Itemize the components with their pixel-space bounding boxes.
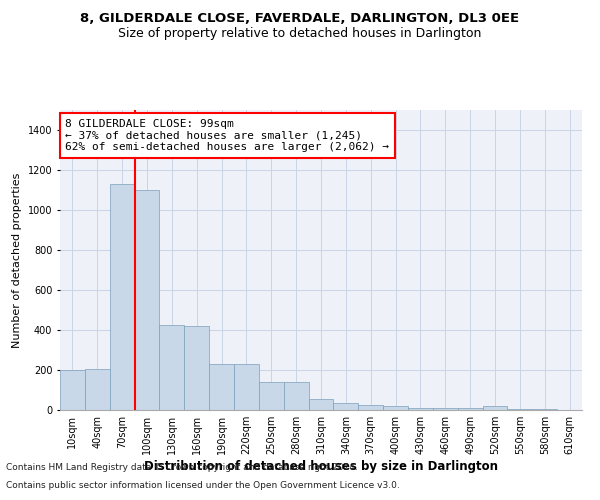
Bar bbox=[85, 369, 110, 410]
Text: Size of property relative to detached houses in Darlington: Size of property relative to detached ho… bbox=[118, 28, 482, 40]
Bar bbox=[60, 370, 85, 410]
X-axis label: Distribution of detached houses by size in Darlington: Distribution of detached houses by size … bbox=[144, 460, 498, 473]
Text: Contains public sector information licensed under the Open Government Licence v3: Contains public sector information licen… bbox=[6, 481, 400, 490]
Bar bbox=[334, 403, 358, 410]
Text: 8 GILDERDALE CLOSE: 99sqm
← 37% of detached houses are smaller (1,245)
62% of se: 8 GILDERDALE CLOSE: 99sqm ← 37% of detac… bbox=[65, 119, 389, 152]
Bar bbox=[508, 409, 532, 410]
Bar bbox=[284, 382, 308, 410]
Bar bbox=[433, 408, 458, 410]
Bar bbox=[160, 325, 184, 410]
Bar bbox=[308, 399, 334, 410]
Bar bbox=[383, 406, 408, 410]
Bar bbox=[209, 364, 234, 410]
Bar bbox=[482, 406, 508, 410]
Bar bbox=[110, 184, 134, 410]
Bar bbox=[234, 364, 259, 410]
Bar bbox=[458, 408, 482, 410]
Bar bbox=[408, 408, 433, 410]
Text: 8, GILDERDALE CLOSE, FAVERDALE, DARLINGTON, DL3 0EE: 8, GILDERDALE CLOSE, FAVERDALE, DARLINGT… bbox=[80, 12, 520, 26]
Bar bbox=[259, 382, 284, 410]
Text: Contains HM Land Registry data © Crown copyright and database right 2024.: Contains HM Land Registry data © Crown c… bbox=[6, 464, 358, 472]
Bar bbox=[532, 409, 557, 410]
Bar bbox=[184, 326, 209, 410]
Bar bbox=[134, 190, 160, 410]
Y-axis label: Number of detached properties: Number of detached properties bbox=[12, 172, 22, 348]
Bar bbox=[358, 405, 383, 410]
